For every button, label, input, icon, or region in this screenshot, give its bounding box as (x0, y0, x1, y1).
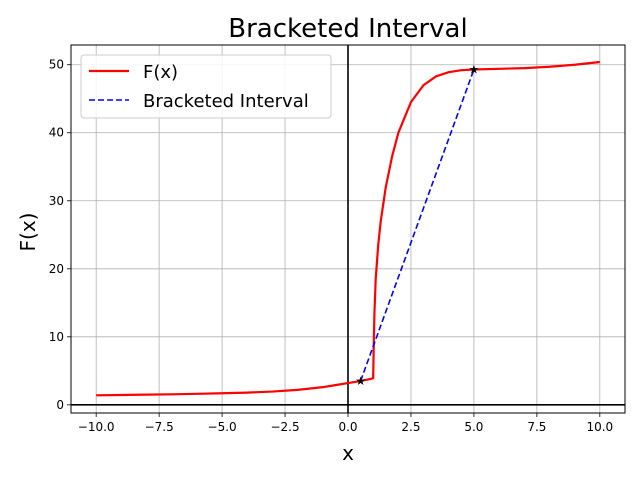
legend: F(x) Bracketed Interval (80, 54, 332, 119)
y-tick-label: 20 (49, 262, 64, 276)
y-tick-label: 0 (56, 398, 64, 412)
legend-box (80, 54, 332, 119)
bracket-endpoint-marker: ★ (355, 374, 366, 388)
x-axis-ticks: −10.0 −7.5 −5.0 −2.5 0.0 2.5 5.0 7.5 10.0 (78, 413, 613, 434)
y-tick-label: 30 (49, 194, 64, 208)
bracket-endpoint-marker: ★ (469, 62, 480, 76)
y-tick-label: 10 (49, 330, 64, 344)
y-axis-ticks: 0 10 20 30 40 50 (49, 58, 71, 412)
x-tick-label: −2.5 (270, 420, 299, 434)
x-tick-label: 7.5 (527, 420, 546, 434)
x-tick-label: −5.0 (208, 420, 237, 434)
x-tick-label: −7.5 (145, 420, 174, 434)
legend-label-fx: F(x) (143, 62, 178, 83)
reference-lines (71, 45, 625, 413)
series-lines (96, 60, 600, 397)
y-tick-label: 50 (49, 58, 64, 72)
x-tick-label: 0.0 (338, 420, 357, 434)
series-line-fx (96, 60, 600, 397)
x-tick-label: −10.0 (78, 420, 115, 434)
y-tick-label: 40 (49, 126, 64, 140)
x-axis-label: x (342, 441, 354, 465)
legend-label-bracket: Bracketed Interval (143, 91, 309, 112)
x-tick-label: 2.5 (401, 420, 420, 434)
chart-title: Bracketed Interval (228, 14, 467, 44)
bracket-markers: ★★ (355, 62, 479, 388)
x-tick-label: 5.0 (464, 420, 483, 434)
y-axis-label: F(x) (16, 213, 40, 252)
series-line-bracketed-interval (359, 69, 475, 382)
x-tick-label: 10.0 (586, 420, 613, 434)
